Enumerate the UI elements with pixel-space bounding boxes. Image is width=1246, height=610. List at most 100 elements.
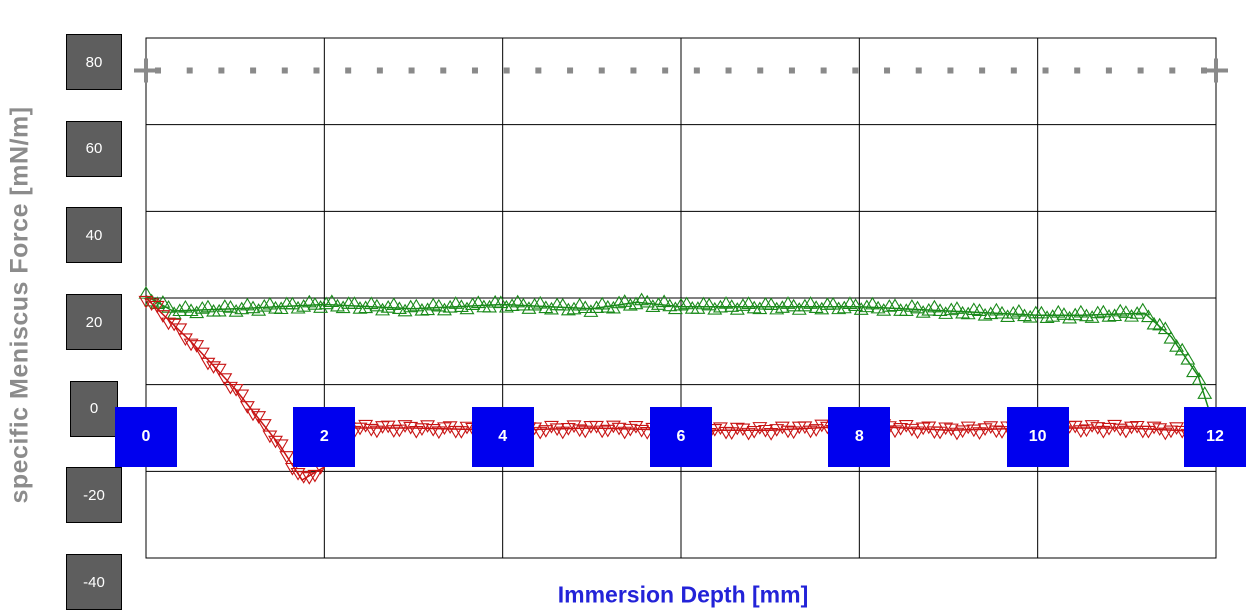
series-marker bbox=[983, 306, 999, 320]
series-point bbox=[1105, 67, 1112, 74]
series-marker bbox=[352, 422, 368, 436]
series-point bbox=[725, 67, 732, 74]
series-point bbox=[947, 67, 954, 74]
series-marker bbox=[758, 424, 773, 438]
series-marker bbox=[1169, 339, 1185, 352]
series-marker bbox=[617, 426, 633, 440]
series-marker bbox=[1095, 304, 1111, 318]
series-marker bbox=[521, 301, 537, 314]
series-marker bbox=[206, 361, 222, 374]
series-marker bbox=[465, 297, 481, 310]
series-marker bbox=[634, 424, 650, 438]
series-marker bbox=[881, 299, 897, 312]
series-marker bbox=[290, 300, 306, 314]
series-marker bbox=[251, 303, 267, 316]
series-marker bbox=[544, 301, 559, 315]
series-marker bbox=[560, 423, 576, 436]
series-marker bbox=[279, 451, 295, 464]
grid bbox=[146, 38, 1216, 558]
series-marker bbox=[397, 303, 413, 317]
y-tick-label: 20 bbox=[66, 294, 122, 350]
series-marker bbox=[622, 423, 638, 437]
x-tick-label: 12 bbox=[1184, 407, 1246, 467]
series-marker bbox=[437, 302, 452, 316]
series-marker bbox=[307, 469, 323, 483]
series-marker bbox=[955, 425, 971, 439]
series-marker bbox=[1174, 342, 1190, 356]
series-marker bbox=[194, 301, 210, 314]
series-point bbox=[1042, 67, 1049, 74]
series-marker bbox=[780, 425, 796, 439]
series-marker bbox=[735, 298, 751, 311]
series-marker bbox=[1152, 423, 1168, 436]
series-layer bbox=[134, 58, 1228, 485]
series-marker bbox=[549, 423, 565, 437]
series-marker bbox=[172, 323, 188, 337]
series-marker bbox=[865, 296, 880, 310]
series-marker bbox=[791, 302, 807, 315]
series-marker bbox=[673, 297, 689, 311]
series-marker bbox=[1084, 310, 1100, 323]
series-marker bbox=[177, 299, 193, 313]
series-marker bbox=[482, 299, 497, 313]
series-point bbox=[1169, 67, 1176, 74]
series-marker bbox=[1107, 308, 1123, 322]
series-marker bbox=[363, 423, 379, 437]
series-marker bbox=[391, 424, 407, 438]
x-tick-label: 8 bbox=[828, 407, 891, 467]
series-marker bbox=[983, 421, 999, 434]
series-marker bbox=[245, 408, 261, 422]
series-marker bbox=[397, 420, 413, 433]
series-marker bbox=[284, 296, 300, 310]
series-marker bbox=[949, 301, 965, 314]
series-marker-plus bbox=[134, 58, 158, 83]
series-marker bbox=[729, 302, 745, 315]
series-marker bbox=[589, 300, 604, 314]
series-marker bbox=[926, 299, 942, 313]
series-marker bbox=[1118, 305, 1134, 318]
series-point bbox=[884, 67, 891, 74]
series-marker bbox=[605, 420, 621, 434]
series-marker bbox=[245, 300, 261, 314]
series-marker bbox=[876, 303, 892, 316]
series-marker bbox=[594, 296, 610, 310]
series-marker bbox=[138, 295, 154, 309]
series-point bbox=[535, 67, 542, 74]
series-marker bbox=[774, 300, 790, 313]
series-marker bbox=[369, 425, 385, 439]
y-tick-label: 60 bbox=[66, 120, 122, 177]
series-marker bbox=[724, 427, 740, 440]
series-marker bbox=[1140, 425, 1156, 439]
series-marker bbox=[972, 427, 987, 440]
series-marker bbox=[256, 419, 272, 432]
series-marker bbox=[639, 294, 655, 308]
series-marker bbox=[836, 300, 852, 314]
series-point bbox=[186, 67, 193, 74]
series-marker bbox=[1011, 303, 1027, 317]
series-marker bbox=[256, 298, 272, 312]
series-marker bbox=[544, 420, 559, 434]
series-marker bbox=[262, 296, 278, 310]
series-marker bbox=[943, 302, 959, 316]
series-point bbox=[979, 67, 986, 74]
y-tick-label: 40 bbox=[66, 207, 122, 264]
series-marker bbox=[1000, 309, 1016, 322]
series-marker bbox=[910, 426, 925, 440]
series-marker bbox=[1084, 420, 1100, 433]
series-marker bbox=[172, 303, 188, 317]
series-marker bbox=[859, 299, 875, 313]
series-marker bbox=[268, 435, 283, 449]
series-marker bbox=[566, 301, 582, 315]
y-tick-label: 80 bbox=[66, 34, 122, 90]
series-marker bbox=[1090, 422, 1106, 435]
series-marker bbox=[555, 426, 571, 440]
series-marker bbox=[938, 422, 954, 436]
series-marker bbox=[532, 295, 548, 309]
series-marker bbox=[712, 422, 728, 436]
series-marker bbox=[307, 297, 323, 310]
series-marker bbox=[403, 421, 419, 435]
series-marker bbox=[932, 303, 948, 316]
series-marker bbox=[1095, 425, 1111, 439]
series-point bbox=[915, 67, 922, 74]
series-marker bbox=[448, 296, 464, 309]
